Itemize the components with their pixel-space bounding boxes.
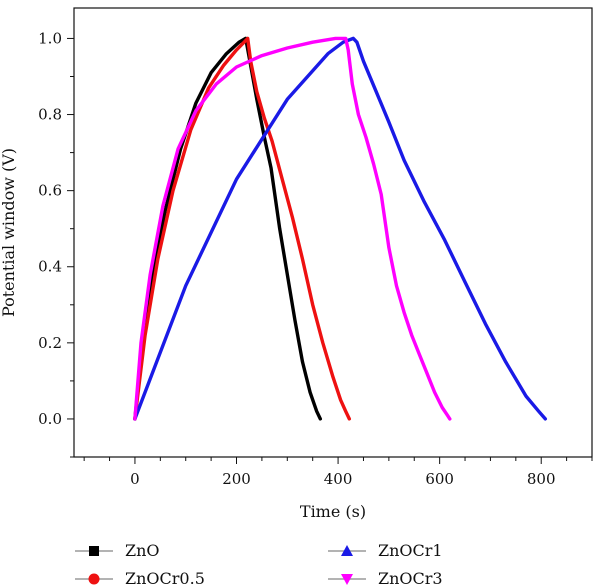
series-line: [133, 36, 351, 421]
legend-item: ZnO: [75, 541, 160, 560]
x-tick-label: 400: [324, 470, 353, 488]
y-tick-label: 0.8: [38, 106, 62, 124]
plot-frame: [73, 7, 593, 458]
x-tick-label: 600: [425, 470, 454, 488]
legend-marker: [89, 546, 99, 556]
x-tick-label: 0: [130, 470, 140, 488]
y-axis-label: Potential window (V): [0, 148, 18, 317]
axes-layer: 0 200 400 600 800 0.0 0.2 0.4 0.6 0.8 1.0: [38, 29, 593, 488]
series-line: [133, 36, 452, 421]
legend-label: ZnOCr0.5: [125, 569, 205, 588]
series-znocr3: [133, 36, 452, 421]
series-znocr1: [133, 36, 547, 421]
legend-item: ZnOCr3: [328, 569, 443, 588]
series-line: [133, 36, 547, 421]
y-tick-label: 1.0: [38, 29, 62, 47]
plot-area: [73, 7, 593, 458]
x-axis-label: Time (s): [300, 502, 366, 521]
y-tick-label: 0.6: [38, 182, 62, 200]
y-tick-label: 0.2: [38, 334, 62, 352]
legend-label: ZnOCr3: [378, 569, 443, 588]
x-tick-label: 200: [222, 470, 251, 488]
legend-marker: [88, 573, 100, 585]
legend-label: ZnOCr1: [378, 541, 443, 560]
legend-item: ZnOCr1: [328, 541, 443, 560]
series-layer: [133, 36, 547, 421]
legend-item: ZnOCr0.5: [75, 569, 205, 588]
series-znocr0-5: [133, 36, 351, 421]
y-tick-label: 0.0: [38, 410, 62, 428]
x-tick-label: 800: [527, 470, 556, 488]
legend-marker: [341, 574, 353, 585]
legend-marker: [341, 545, 353, 556]
legend-label: ZnO: [125, 541, 160, 560]
y-tick-label: 0.4: [38, 258, 62, 276]
legend: ZnO ZnOCr0.5 ZnOCr1 ZnOCr3: [75, 541, 443, 588]
